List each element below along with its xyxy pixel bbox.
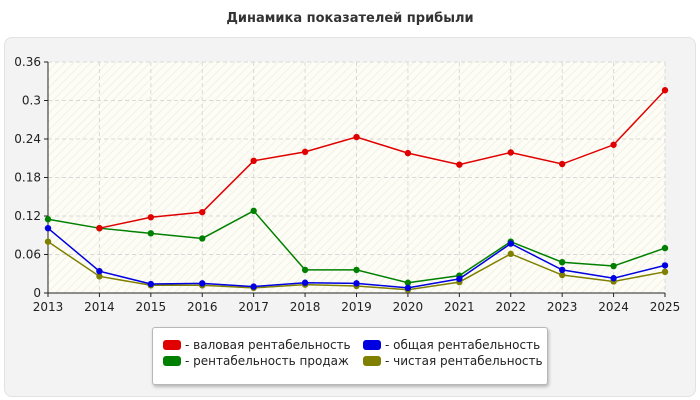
legend-item-series-0: - валовая рентабельность	[163, 338, 351, 352]
series-1-point-0	[44, 216, 52, 223]
x-tick-label-10: 2023	[547, 300, 578, 314]
x-tick-label-7: 2020	[393, 300, 424, 314]
y-tick-label-1: 0.06	[14, 248, 41, 262]
legend-label-2: - общая рентабельность	[385, 338, 541, 352]
legend-item-series-2: - общая рентабельность	[363, 338, 540, 352]
y-tick-label-6: 0.36	[14, 55, 41, 69]
series-0-point-9	[507, 149, 514, 156]
series-1-point-11	[610, 262, 617, 270]
series-2-point-9	[507, 240, 514, 247]
x-tick-label-12: 2025	[650, 300, 681, 314]
series-0-point-11	[610, 141, 617, 148]
series-2-point-12	[661, 262, 669, 269]
series-1-point-2	[147, 230, 155, 237]
series-2-point-1	[96, 267, 103, 275]
series-0-point-4	[250, 157, 257, 165]
series-1-point-4	[250, 207, 257, 215]
series-2-point-8	[456, 275, 463, 283]
x-tick-label-1: 2014	[84, 300, 115, 314]
legend-swatch-2	[363, 340, 381, 350]
series-2-point-5	[301, 279, 309, 286]
series-0-point-1	[96, 224, 103, 232]
x-tick-label-6: 2019	[341, 300, 372, 314]
series-0-point-12	[661, 87, 669, 94]
series-2-point-4	[250, 283, 257, 290]
legend-swatch-1	[163, 356, 181, 366]
y-tick-label-4: 0.24	[14, 132, 41, 146]
series-0-point-8	[456, 161, 463, 168]
series-3-point-0	[44, 238, 52, 245]
series-2-point-2	[147, 280, 155, 288]
series-0-point-5	[301, 148, 309, 156]
chart-title: Динамика показателей прибыли	[226, 11, 474, 26]
x-tick-label-0: 2013	[33, 300, 64, 314]
series-line-0	[99, 89, 666, 229]
series-1-point-10	[558, 259, 566, 266]
chart-legend: - валовая рентабельность - рентабельност…	[152, 327, 548, 385]
series-1-point-5	[301, 266, 309, 274]
series-0-point-3	[199, 208, 206, 216]
legend-swatch-0	[163, 340, 181, 350]
x-tick-label-4: 2017	[238, 300, 269, 314]
legend-item-series-1: - рентабельность продаж	[163, 354, 349, 368]
legend-label-0: - валовая рентабельность	[185, 338, 351, 352]
series-2-point-7	[404, 284, 412, 292]
series-0-point-6	[353, 133, 360, 141]
series-2-point-11	[610, 275, 617, 282]
x-tick-label-9: 2022	[495, 300, 526, 314]
legend-label-1: - рентабельность продаж	[185, 354, 349, 368]
series-1-point-12	[661, 244, 669, 252]
series-3-point-9	[507, 250, 514, 258]
x-tick-label-8: 2021	[444, 300, 475, 314]
series-1-point-6	[353, 266, 360, 274]
x-tick-label-11: 2024	[598, 300, 629, 314]
y-tick-label-2: 0.12	[14, 209, 41, 223]
x-tick-label-5: 2018	[290, 300, 321, 314]
y-tick-label-3: 0.18	[14, 171, 41, 185]
series-1-point-3	[199, 235, 206, 242]
series-3-point-10	[558, 271, 566, 279]
series-3-point-12	[661, 268, 669, 276]
series-2-point-6	[353, 280, 360, 287]
legend-label-3: - чистая рентабельность	[385, 354, 543, 368]
series-2-point-0	[44, 224, 52, 232]
series-0-point-10	[558, 160, 566, 168]
series-2-point-10	[558, 266, 566, 274]
x-tick-label-3: 2016	[187, 300, 218, 314]
series-3-point-1	[96, 273, 103, 280]
legend-swatch-3	[363, 356, 381, 366]
series-1-point-7	[404, 279, 412, 286]
legend-item-series-3: - чистая рентабельность	[363, 354, 543, 368]
y-tick-label-5: 0.3	[22, 94, 41, 108]
series-0-point-7	[404, 149, 412, 157]
series-2-point-3	[199, 280, 206, 287]
x-tick-label-2: 2015	[136, 300, 167, 314]
y-tick-label-0: 0	[33, 286, 41, 300]
series-0-point-2	[147, 214, 155, 221]
